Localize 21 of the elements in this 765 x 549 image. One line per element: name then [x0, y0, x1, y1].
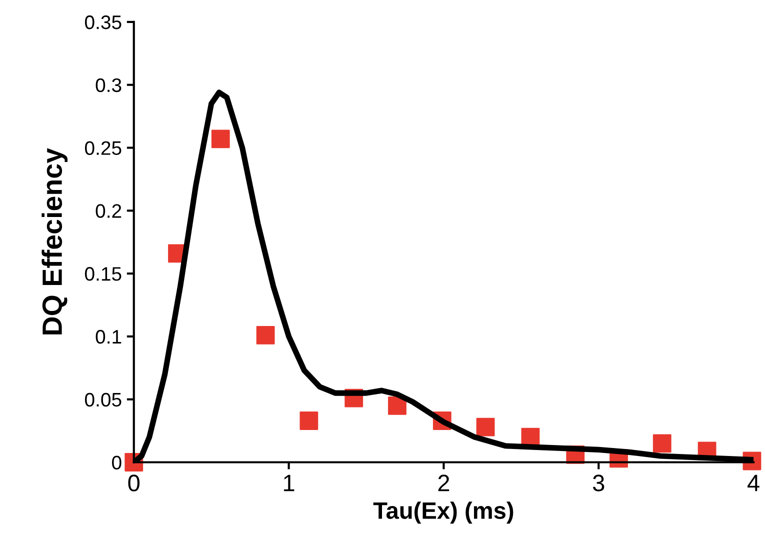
point — [300, 412, 318, 430]
y-tick-label: 0.1 — [96, 330, 122, 344]
y-tick-label: 0.05 — [84, 392, 122, 407]
point — [211, 130, 230, 148]
y-tick-label: 0.35 — [84, 15, 122, 30]
y-axis-title: DQ Effeciency — [42, 148, 68, 334]
x-tick-label: 0 — [128, 474, 140, 492]
x-tick-label: 1 — [284, 474, 294, 492]
y-tick-label: 0.2 — [96, 204, 122, 218]
point — [652, 434, 672, 453]
x-tick-label: 3 — [592, 474, 604, 492]
y-tick-label: 0.3 — [96, 78, 122, 92]
x-tick-label: 2 — [438, 474, 450, 492]
y-tick-label: 0.15 — [84, 267, 122, 281]
point — [256, 326, 275, 344]
point — [476, 418, 495, 436]
y-tick-label: 0.25 — [84, 141, 122, 155]
x-tick-label: 4 — [748, 474, 760, 492]
point — [388, 396, 406, 415]
x-axis-title: Tau(Ex) (ms) — [373, 502, 514, 524]
y-tick-label: 0 — [112, 456, 122, 470]
